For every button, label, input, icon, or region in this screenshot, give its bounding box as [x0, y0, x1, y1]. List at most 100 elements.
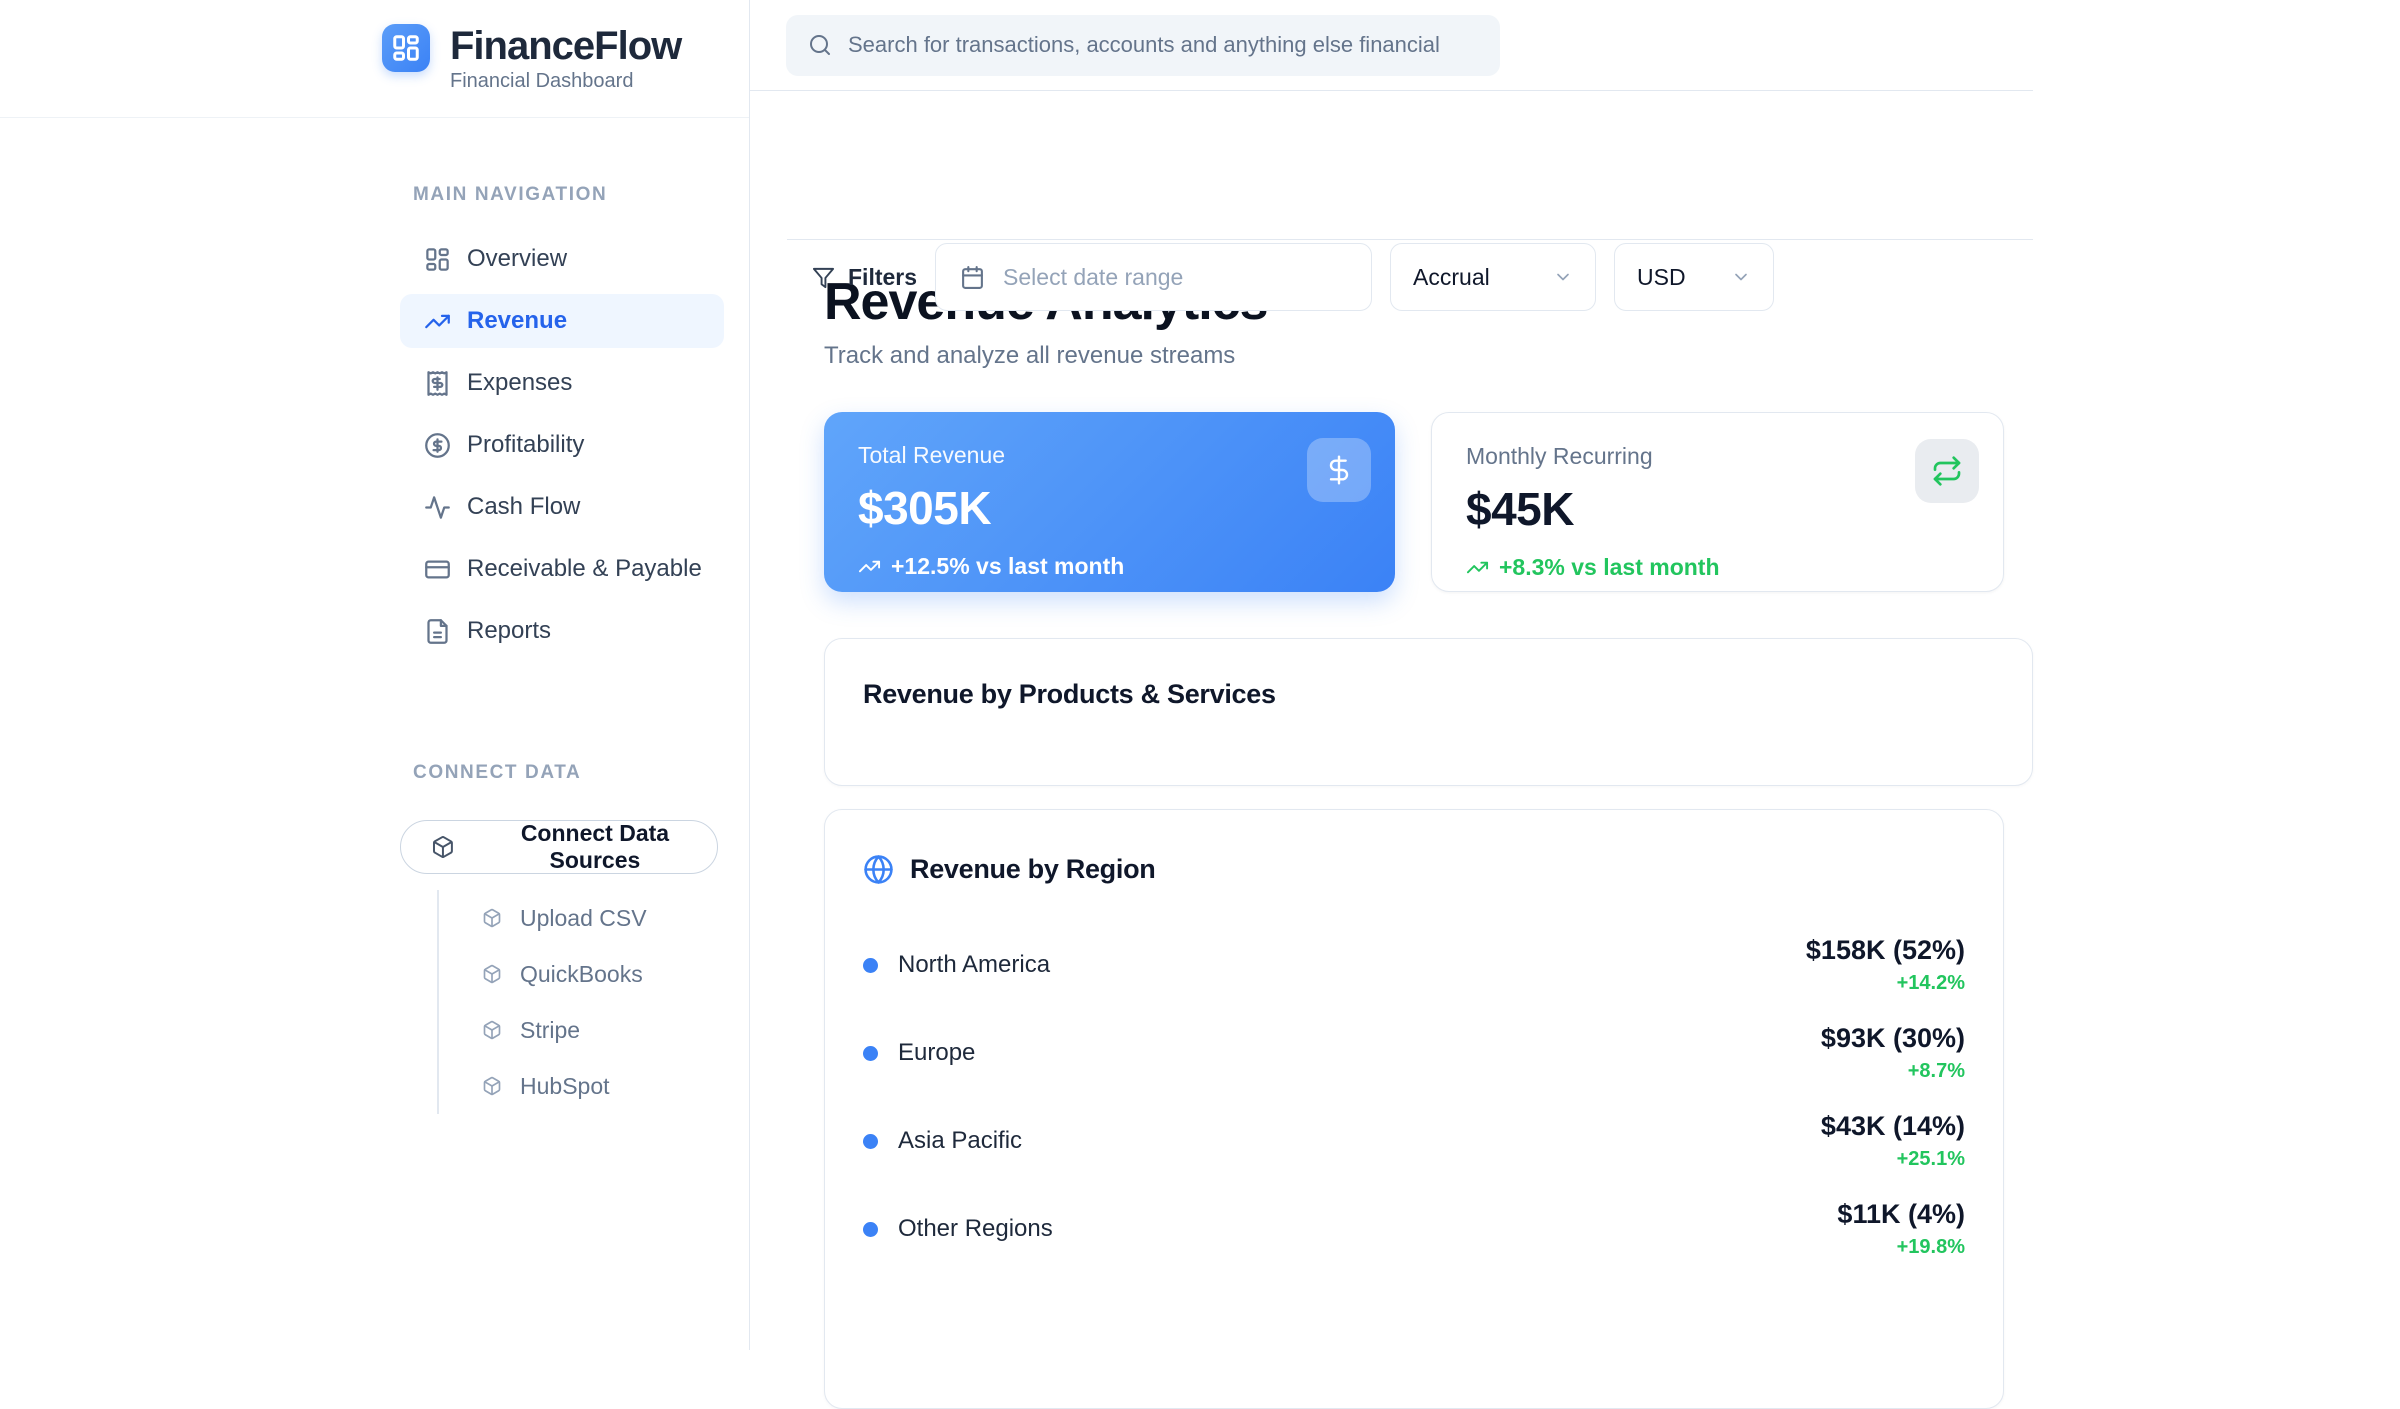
brand-text: FinanceFlow Financial Dashboard [450, 24, 682, 93]
date-range-input[interactable]: Select date range [935, 243, 1373, 311]
sidebar-item-label: Expenses [467, 369, 573, 396]
region-value: $43K (14%) [1820, 1111, 1965, 1141]
dollar-sign-icon [1329, 455, 1349, 485]
connect-section-header: CONNECT DATA [413, 762, 582, 783]
region-row-europe: Europe $93K (30%) +8.7% [863, 1009, 1965, 1097]
region-value: $11K (4%) [1837, 1199, 1965, 1229]
app-logo [382, 24, 430, 72]
region-name: Asia Pacific [898, 1127, 1023, 1154]
source-item-quickbooks[interactable]: QuickBooks [482, 946, 749, 1002]
kpi-cards-row: Total Revenue $305K +12.5% vs last month… [824, 412, 2004, 592]
dollar-circle-icon [425, 432, 450, 458]
source-item-hubspot[interactable]: HubSpot [482, 1058, 749, 1114]
page-subtitle: Track and analyze all revenue streams [824, 342, 1236, 369]
region-change: +19.8% [1896, 1236, 1965, 1258]
region-row-asia-pacific: Asia Pacific $43K (14%) +25.1% [863, 1097, 1965, 1185]
trending-up-icon [425, 314, 450, 328]
region-value: $158K (52%) [1805, 935, 1965, 965]
sidebar-item-profitability[interactable]: Profitability [400, 418, 724, 472]
connect-data-sources-button[interactable]: Connect Data Sources [400, 820, 718, 874]
file-text-icon [427, 618, 448, 644]
accounting-method-select[interactable]: Accrual [1390, 243, 1597, 311]
sidebar-item-expenses[interactable]: Expenses [400, 356, 724, 410]
package-icon [432, 836, 453, 858]
main-navigation: Overview Revenue Expenses Profitability … [400, 232, 724, 658]
sidebar-item-revenue[interactable]: Revenue [400, 294, 724, 348]
region-panel-header: Revenue by Region [863, 854, 1965, 885]
brand-name: FinanceFlow [450, 24, 682, 68]
region-panel-title: Revenue by Region [910, 854, 1156, 884]
region-change: +14.2% [1896, 972, 1965, 994]
chevron-down-icon [1557, 273, 1569, 281]
search-icon [810, 35, 830, 55]
region-list: North America $158K (52%) +14.2% Europe [863, 921, 1965, 1273]
package-icon [483, 908, 501, 928]
region-dot [863, 1045, 878, 1061]
total-revenue-card: Total Revenue $305K +12.5% vs last month [824, 412, 1395, 592]
nav-section-header: MAIN NAVIGATION [413, 184, 608, 205]
sidebar-item-label: Reports [467, 617, 552, 644]
dashboard-grid-icon [393, 35, 419, 61]
total-revenue-label: Total Revenue [858, 442, 1006, 468]
region-dot [863, 957, 878, 973]
data-source-list: Upload CSV QuickBooks Stripe HubSpot [437, 890, 749, 1114]
products-panel-title: Revenue by Products & Services [863, 679, 1276, 709]
dollar-badge [1307, 438, 1371, 502]
activity-icon [425, 495, 450, 519]
trending-up-icon [1466, 561, 1489, 574]
source-item-stripe[interactable]: Stripe [482, 1002, 749, 1058]
connect-button-label: Connect Data Sources [520, 820, 670, 873]
region-row-other-regions: Other Regions $11K (4%) +19.8% [863, 1185, 1965, 1273]
source-item-label: Stripe [520, 1016, 581, 1043]
sidebar-item-receivable-payable[interactable]: Receivable & Payable [400, 542, 724, 596]
source-item-label: Upload CSV [520, 904, 647, 931]
brand-tagline: Financial Dashboard [450, 70, 634, 92]
source-item-label: HubSpot [520, 1072, 610, 1099]
currency-select[interactable]: USD [1614, 243, 1775, 311]
sidebar: FinanceFlow Financial Dashboard MAIN NAV… [0, 0, 750, 1350]
sidebar-item-label: Overview [467, 245, 568, 272]
revenue-by-region-panel: Revenue by Region North America $158K (5… [824, 809, 2004, 1409]
monthly-recurring-card: Monthly Recurring $45K +8.3% vs last mon… [1431, 412, 2004, 592]
region-dot [863, 1133, 878, 1149]
total-revenue-trend-text: +12.5% vs last month [891, 553, 1125, 579]
dashboard-icon [426, 247, 449, 271]
sidebar-item-label: Profitability [467, 431, 585, 458]
date-range-placeholder: Select date range [1003, 263, 1184, 290]
source-item-label: QuickBooks [520, 960, 643, 987]
currency-value: USD [1637, 263, 1686, 290]
sidebar-item-overview[interactable]: Overview [400, 232, 724, 286]
region-change: +8.7% [1907, 1060, 1965, 1082]
package-icon [483, 964, 501, 984]
filter-toolbar: Filters Select date range Accrual USD [750, 91, 2033, 311]
filters-label: Filters [848, 263, 918, 290]
credit-card-icon [425, 560, 450, 578]
monthly-recurring-trend-text: +8.3% vs last month [1499, 554, 1720, 580]
chevron-down-icon [1735, 273, 1747, 281]
main-content: Filters Select date range Accrual USD [750, 0, 2400, 1409]
search-input[interactable] [848, 32, 1478, 58]
sidebar-item-label: Receivable & Payable [467, 555, 702, 582]
sidebar-item-cash-flow[interactable]: Cash Flow [400, 480, 724, 534]
region-change: +25.1% [1896, 1148, 1965, 1170]
sidebar-item-label: Cash Flow [467, 493, 581, 520]
top-search-bar [750, 0, 2033, 91]
sidebar-item-label: Revenue [467, 307, 568, 334]
trending-up-icon [858, 560, 881, 573]
total-revenue-trend: +12.5% vs last month [858, 553, 1361, 580]
region-name: Other Regions [898, 1215, 1053, 1242]
source-item-upload-csv[interactable]: Upload CSV [482, 890, 749, 946]
region-value: $93K (30%) [1820, 1023, 1965, 1053]
filter-funnel-icon [812, 267, 835, 288]
receipt-icon [427, 370, 448, 396]
global-search[interactable] [786, 14, 1500, 76]
filters-toggle[interactable]: Filters [812, 264, 917, 291]
monthly-recurring-value: $45K [1466, 483, 1574, 535]
calendar-icon [962, 265, 983, 289]
recurring-badge [1915, 439, 1979, 503]
sidebar-item-reports[interactable]: Reports [400, 604, 724, 658]
repeat-icon [1933, 456, 1961, 486]
package-icon [483, 1020, 501, 1040]
accounting-method-value: Accrual [1413, 263, 1490, 290]
